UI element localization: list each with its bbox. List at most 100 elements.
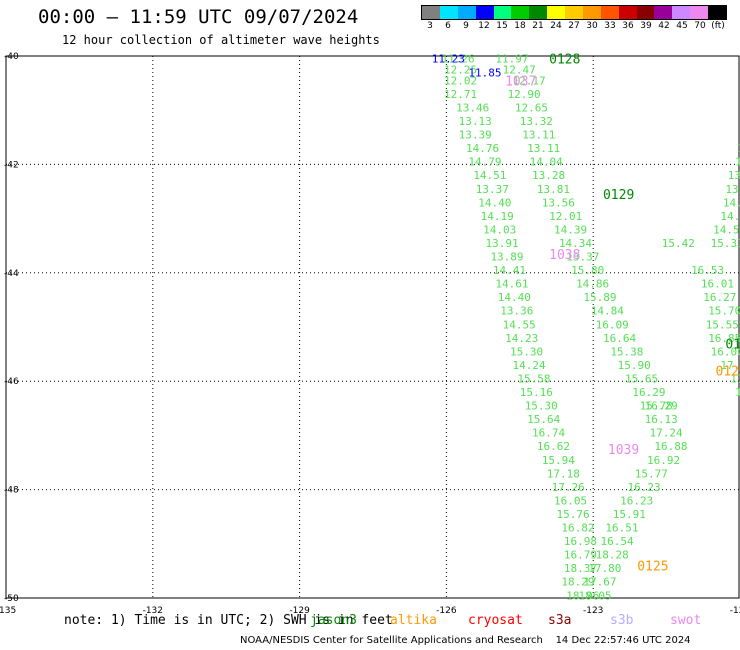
color-scale-labels: 3 6 9 12 15 18 21 24 27 30 33 36 39 42 45 70 (ft) [421, 21, 727, 33]
y-tick-label: -50 [4, 594, 19, 604]
swh-value-label: 13.32 [520, 115, 553, 128]
swh-value-label: 11.97 [495, 53, 528, 66]
swh-value-label: 16.05 [554, 494, 587, 507]
swh-value-label: 15.58 [517, 372, 550, 385]
color-scale-label: 30 [586, 21, 598, 31]
legend-item-altika: altika [390, 613, 437, 628]
swh-value-label: 14.76 [466, 142, 499, 155]
legend-item-s3a: s3a [548, 613, 572, 628]
swh-value-label: 14.24 [512, 359, 545, 372]
swh-value-label: 15.89 [583, 291, 616, 304]
color-scale-label: 24 [550, 21, 562, 31]
color-swatch [690, 6, 708, 19]
swh-value-label: 18.96 [566, 589, 599, 602]
pass-time-label: 1037 [505, 74, 536, 89]
swh-value-label: 15.38 [610, 345, 643, 358]
color-scale-label: 18 [514, 21, 526, 31]
swh-value-label: 15.77 [635, 467, 668, 480]
swh-value-label: 14.03 [483, 223, 516, 236]
satellite-legend: jason3 altika cryosat s3a s3b swot [0, 613, 740, 629]
pass-time-label: 0125 [637, 559, 668, 574]
swh-value-label: 12.47 [503, 64, 536, 77]
pass-time-label: 0129 [603, 188, 634, 203]
swh-value-label: 16.29 [645, 400, 678, 413]
swh-value-label: 12.65 [515, 101, 548, 114]
swh-value-label: 12.25 [444, 64, 477, 77]
swh-value-label: 16.09 [596, 318, 629, 331]
swh-value-label: 13.91 [486, 237, 519, 250]
swh-value-label: 14.40 [478, 196, 511, 209]
swh-value-label: 14.0 [723, 196, 740, 209]
swh-value-label: 15.80 [571, 264, 604, 277]
pass-time-label: 0130 [725, 337, 740, 352]
color-swatch [493, 6, 512, 19]
color-scale-label: 6 [445, 21, 451, 31]
color-swatch [511, 6, 530, 19]
swh-value-label: 13.81 [537, 183, 570, 196]
swh-value-label: 16.01 [701, 278, 734, 291]
swh-value-label: 12.71 [444, 88, 477, 101]
legend-item-s3b: s3b [610, 613, 634, 628]
swh-value-label: 16.85 [708, 332, 740, 345]
swh-value-label: 16.45 [735, 386, 740, 399]
x-tick-label: -120 [730, 606, 740, 616]
swh-value-label: 16.29 [632, 386, 665, 399]
swh-value-label: 14.41 [720, 210, 740, 223]
swh-value-label: 13.56 [542, 196, 575, 209]
swh-value-label: 12.02 [444, 74, 477, 87]
color-swatch [439, 6, 458, 19]
y-tick-label: -48 [4, 486, 19, 496]
swh-value-label: 14.19 [481, 210, 514, 223]
swh-value-label: 18.28 [596, 549, 629, 562]
color-swatch [529, 6, 548, 19]
swh-value-label: 16.23 [620, 494, 653, 507]
swh-value-label: 13.37 [476, 183, 509, 196]
color-swatch [654, 6, 673, 19]
swh-value-label: 16.92 [647, 454, 680, 467]
color-scale-label: 70 [694, 21, 706, 31]
swh-value-label: 16.98 [564, 535, 597, 548]
swh-value-label: 11.23 [432, 53, 465, 66]
swh-value-label: 13.11 [527, 142, 560, 155]
color-scale-label: 39 [640, 21, 652, 31]
swh-value-label: 14.86 [576, 278, 609, 291]
color-scale-label: 3 [427, 21, 433, 31]
swh-value-label: 17.18 [547, 467, 580, 480]
swh-value-label: 13.13 [459, 115, 492, 128]
color-swatch [636, 6, 655, 19]
pass-time-label: 1039 [608, 443, 639, 458]
y-tick-label: -42 [4, 160, 19, 170]
swh-value-label: 18.37 [564, 562, 597, 575]
swh-value-label: 14.23 [505, 332, 538, 345]
color-swatch [600, 6, 619, 19]
x-tick-label: -135 [0, 606, 16, 616]
swh-value-label: 12.17 [512, 74, 545, 87]
swh-value-label: 13.11 [522, 129, 555, 142]
legend-item-swot: swot [670, 613, 702, 628]
swh-value-label: 15.78 [640, 400, 673, 413]
color-scale-label: 42 [658, 21, 670, 31]
swh-value-label: 16.00 [711, 345, 740, 358]
swh-value-label: 15.55 [706, 318, 739, 331]
swh-value-label: 14.34 [559, 237, 592, 250]
pass-time-label: 0124 [716, 364, 740, 379]
color-scale-label: (ft) [711, 21, 725, 31]
swh-value-label: 17.09 [730, 372, 740, 385]
swh-value-label: 15.70 [708, 305, 740, 318]
swh-value-label: 16.13 [645, 413, 678, 426]
swh-value-label: 17.67 [583, 576, 616, 589]
y-tick-label: -46 [4, 377, 19, 387]
color-scale-bar [421, 5, 727, 20]
pass-time-label: 0128 [549, 53, 580, 68]
color-swatch [582, 6, 601, 19]
color-swatch [708, 6, 726, 19]
swh-value-label: 13.5 [728, 169, 740, 182]
swh-value-label: 16.88 [654, 440, 687, 453]
swh-value-label: 16.62 [537, 440, 570, 453]
color-scale-label: 45 [676, 21, 688, 31]
x-tick-label: -123 [583, 606, 603, 616]
swh-value-label: 16.82 [561, 522, 594, 535]
swh-value-label: 13.8 [725, 183, 740, 196]
y-tick-label: -44 [4, 269, 19, 279]
color-scale-label: 12 [478, 21, 490, 31]
